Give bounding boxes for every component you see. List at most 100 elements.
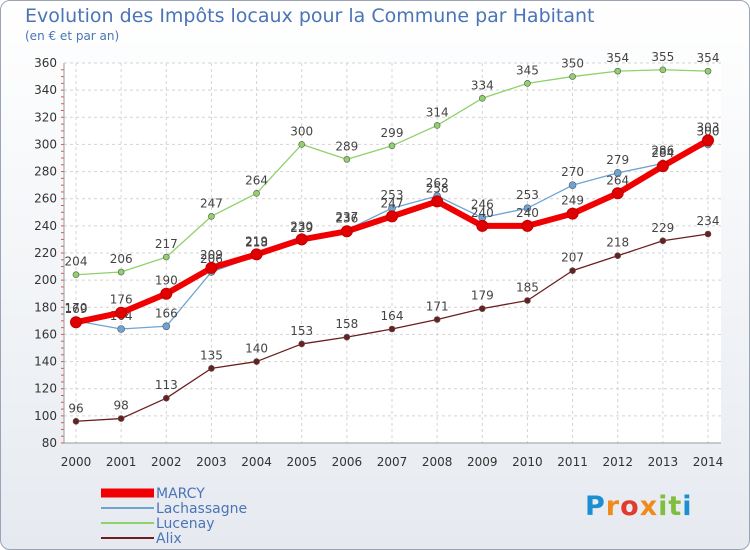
x-tick-label: 2002 [151, 455, 182, 469]
data-label: 345 [516, 63, 539, 77]
data-label: 236 [335, 211, 358, 225]
data-point [162, 253, 170, 261]
data-label: 234 [697, 214, 720, 228]
data-point [343, 333, 351, 341]
series-lucenay: 204 206 217 247 264 300 289 299 314 334 345 350 354 3… [65, 50, 720, 279]
x-tick-label: 2012 [602, 455, 633, 469]
y-tick-label: 360 [34, 56, 57, 70]
data-label: 96 [68, 401, 83, 415]
series-alix: 96 98 113 135 140 153 158 164 171 179 185 207 218 229… [68, 214, 720, 425]
data-label: 170 [65, 301, 88, 315]
data-point [523, 204, 532, 213]
data-label: 237 [335, 210, 358, 224]
data-label: 253 [516, 188, 539, 202]
data-label: 219 [245, 234, 268, 248]
data-point [613, 169, 622, 177]
x-tick-label: 2005 [286, 455, 317, 469]
y-tick-label: 220 [34, 246, 57, 260]
data-label: 354 [606, 51, 629, 65]
data-point [569, 267, 576, 274]
data-label: 98 [114, 399, 129, 413]
legend-label-marcy: MARCY [156, 486, 205, 502]
data-label: 354 [697, 51, 720, 65]
data-point [343, 156, 351, 163]
data-point [340, 225, 353, 238]
data-point [117, 325, 125, 333]
data-label: 176 [110, 293, 133, 307]
data-point [659, 66, 667, 74]
data-label: 300 [290, 124, 313, 138]
data-label: 334 [471, 78, 494, 92]
data-point [568, 181, 577, 189]
y-tick-label: 200 [34, 273, 57, 287]
data-point [702, 134, 714, 147]
data-label: 355 [651, 50, 674, 64]
series-marcy: 169 176 190 209 219 230 236 247 258 240 240 249 264 2… [65, 120, 720, 329]
y-tick-label: 160 [34, 327, 57, 341]
logo-letter: i [658, 491, 669, 522]
data-point [162, 394, 170, 402]
x-tick-label: 2009 [467, 455, 498, 469]
data-label: 284 [651, 146, 674, 160]
y-tick-label: 100 [34, 409, 57, 423]
data-point [656, 160, 669, 173]
y-tick-label: 280 [34, 165, 57, 179]
data-label: 286 [651, 143, 674, 157]
data-point [208, 365, 215, 372]
data-point [205, 261, 218, 274]
data-label: 270 [561, 165, 584, 179]
x-tick-label: 2014 [693, 455, 724, 469]
data-point [569, 73, 576, 80]
y-tick-label: 180 [34, 300, 57, 314]
data-label: 249 [561, 194, 584, 208]
y-tick-label: 340 [34, 83, 57, 97]
y-tick-label: 320 [34, 110, 57, 124]
data-point [566, 207, 579, 220]
data-point [250, 248, 263, 261]
data-point [117, 268, 125, 276]
data-label: 113 [155, 378, 178, 392]
data-point [388, 142, 396, 150]
x-tick-label: 2000 [61, 455, 92, 469]
data-point [72, 417, 80, 425]
data-point [704, 67, 712, 75]
data-point [162, 322, 171, 331]
data-label: 185 [516, 281, 539, 295]
data-point [70, 316, 82, 329]
chart-title: Evolution des Impôts locaux pour la Comm… [25, 5, 595, 27]
data-label: 264 [245, 173, 268, 187]
legend-label-alix: Alix [156, 531, 182, 547]
data-point [614, 252, 622, 260]
data-label: 253 [381, 188, 404, 202]
y-tick-label: 140 [34, 355, 57, 369]
x-tick-label: 2004 [241, 455, 272, 469]
data-label: 279 [606, 153, 629, 167]
proxiti-logo: Proxiti [585, 491, 693, 522]
data-point [478, 305, 486, 312]
logo-letter: r [605, 491, 621, 522]
data-label: 300 [697, 124, 720, 138]
data-point [117, 415, 125, 422]
data-label: 229 [651, 221, 674, 235]
y-tick-label: 120 [34, 382, 57, 396]
data-point [704, 230, 712, 238]
data-point [614, 67, 622, 75]
data-label: 179 [471, 289, 494, 303]
data-label: 206 [110, 252, 133, 266]
data-label: 247 [200, 196, 223, 210]
data-label: 303 [697, 120, 720, 134]
data-label: 164 [381, 309, 404, 323]
data-point [298, 340, 306, 348]
legend-label-lachassagne: Lachassagne [156, 501, 247, 517]
x-tick-label: 2011 [557, 455, 588, 469]
data-label: 299 [381, 126, 404, 140]
data-point [431, 195, 444, 208]
data-label: 166 [155, 306, 178, 320]
data-label: 350 [561, 57, 584, 71]
data-label: 217 [155, 237, 178, 251]
x-tick-label: 2013 [648, 455, 679, 469]
data-label: 209 [200, 248, 223, 262]
